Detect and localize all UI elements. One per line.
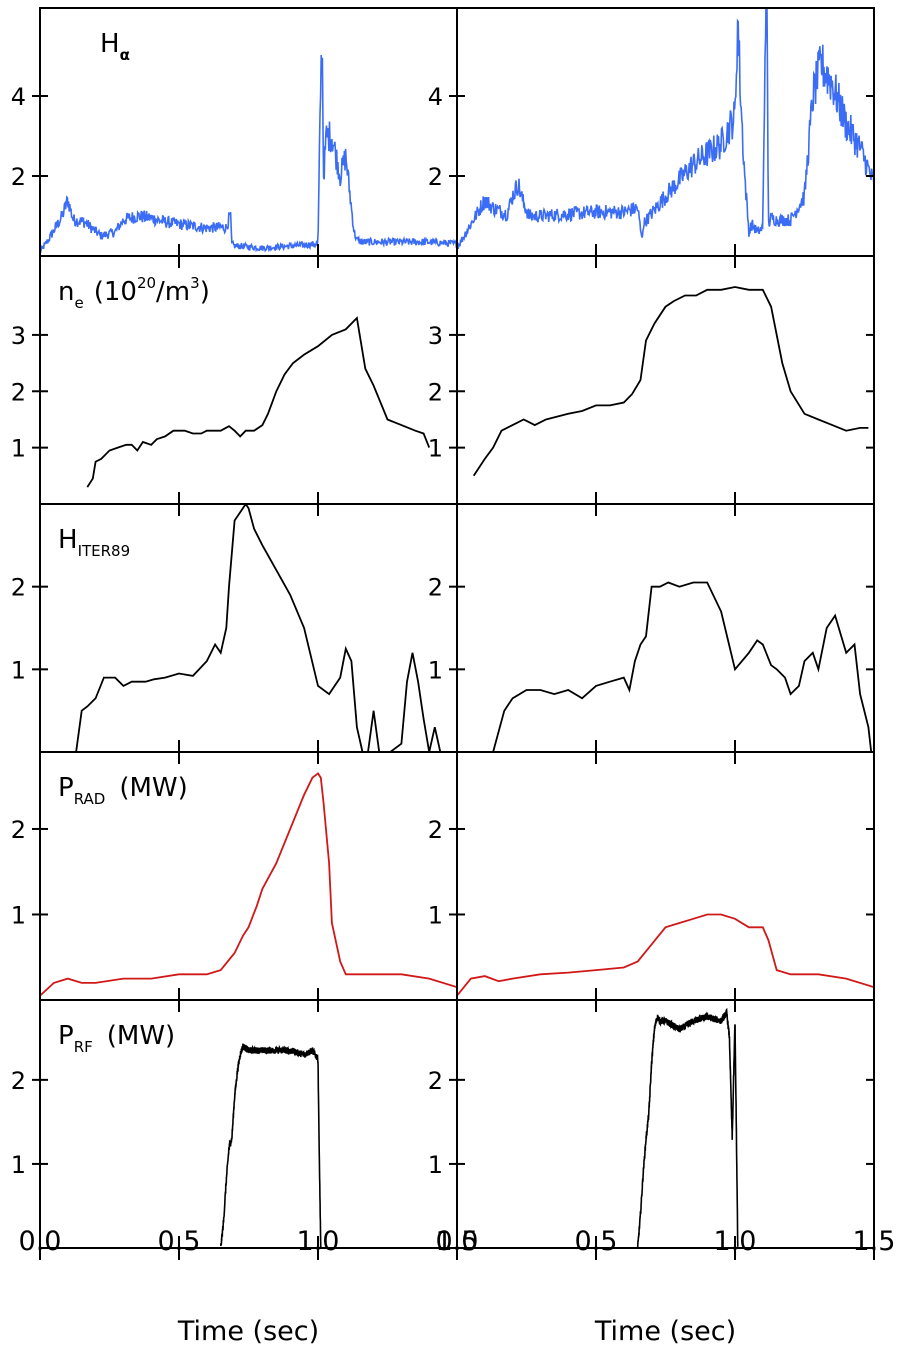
panel-frame-ne-right	[456, 255, 875, 505]
y-tick-label-prf-right: 1	[428, 1151, 443, 1179]
panel-label-halpha: Hα	[100, 29, 130, 64]
panel-frame-prad-right	[456, 751, 875, 1001]
series-line-hiter-right	[492, 581, 874, 752]
series-line-prf-left	[219, 1043, 322, 1248]
y-tick-label-prad-left: 2	[11, 816, 26, 844]
y-tick-label-prad-right: 2	[428, 816, 443, 844]
y-tick-label-ne-right: 3	[428, 322, 443, 350]
x-tick-label-left: 1.0	[297, 1226, 340, 1257]
panel-prad-right: 12	[428, 816, 875, 1012]
y-tick-label-prad-right: 1	[428, 901, 443, 929]
x-axis-title-right: Time (sec)	[594, 1316, 736, 1347]
y-tick-label-hiter-left: 2	[11, 574, 26, 602]
panel-halpha-right: 24	[428, 8, 875, 268]
panel-frame-prf-left	[39, 999, 458, 1249]
x-axis-title-left: Time (sec)	[177, 1316, 319, 1347]
panel-label-prad: PRAD (MW)	[58, 773, 188, 808]
y-tick-label-hiter-right: 1	[428, 656, 443, 684]
y-tick-label-prf-left: 2	[11, 1067, 26, 1095]
panel-prf-right: 12	[428, 1007, 875, 1260]
panel-frame-hiter-right	[456, 503, 875, 753]
y-tick-label-prf-left: 1	[11, 1151, 26, 1179]
series-line-hiter-left	[75, 504, 442, 752]
y-tick-label-prad-left: 1	[11, 901, 26, 929]
series-line-prad-right	[457, 913, 874, 997]
y-tick-label-ne-left: 3	[11, 322, 26, 350]
series-line-prad-left	[40, 772, 457, 997]
y-tick-label-halpha-left: 2	[11, 163, 26, 191]
x-tick-label-right: 0.0	[436, 1226, 479, 1257]
panel-label-prf: PRF (MW)	[58, 1021, 175, 1056]
time-axis: 0.0 0.5 1.0 1.5 Time (sec) 0.0 0.5 1.0 1.5 Time (…	[19, 1226, 896, 1347]
panel-ne-left: 1 2 3	[11, 316, 458, 516]
y-tick-label-prf-right: 2	[428, 1067, 443, 1095]
panel-halpha-left: 24	[11, 54, 458, 268]
series-line-halpha-right	[457, 8, 874, 250]
panel-prf-left: 12	[11, 1043, 458, 1260]
y-tick-label-ne-left: 2	[11, 378, 26, 406]
panel-frame-prf-right	[456, 999, 875, 1249]
x-tick-label-right: 1.0	[714, 1226, 757, 1257]
panel-label-hiter: HITER89	[58, 525, 130, 560]
panel-frames	[39, 7, 875, 1249]
y-tick-label-ne-right: 2	[428, 378, 443, 406]
x-tick-label-left: 1.5	[436, 1226, 479, 1257]
series-line-ne-left	[86, 316, 431, 488]
series-line-ne-right	[472, 286, 869, 477]
y-tick-label-ne-right: 1	[428, 435, 443, 463]
series-line-prf-right	[636, 1007, 739, 1248]
y-tick-label-halpha-right: 4	[428, 83, 443, 111]
x-tick-label-right: 0.5	[575, 1226, 618, 1257]
y-tick-label-halpha-left: 4	[11, 83, 26, 111]
y-tick-label-ne-left: 1	[11, 435, 26, 463]
series-line-halpha-left	[40, 54, 457, 255]
y-tick-label-halpha-right: 2	[428, 163, 443, 191]
x-tick-label-right: 1.5	[853, 1226, 896, 1257]
panel-label-ne: ne (1020/m3)	[58, 274, 210, 312]
panel-frame-halpha-right	[456, 7, 875, 257]
y-tick-label-hiter-right: 2	[428, 574, 443, 602]
panel-prad-left: 12	[11, 772, 458, 1012]
panel-ne-right: 1 2 3	[428, 286, 875, 516]
x-tick-label-left: 0.0	[19, 1226, 62, 1257]
y-tick-label-hiter-left: 1	[11, 656, 26, 684]
x-tick-label-left: 0.5	[158, 1226, 201, 1257]
panel-hiter-right: 12	[428, 574, 875, 764]
